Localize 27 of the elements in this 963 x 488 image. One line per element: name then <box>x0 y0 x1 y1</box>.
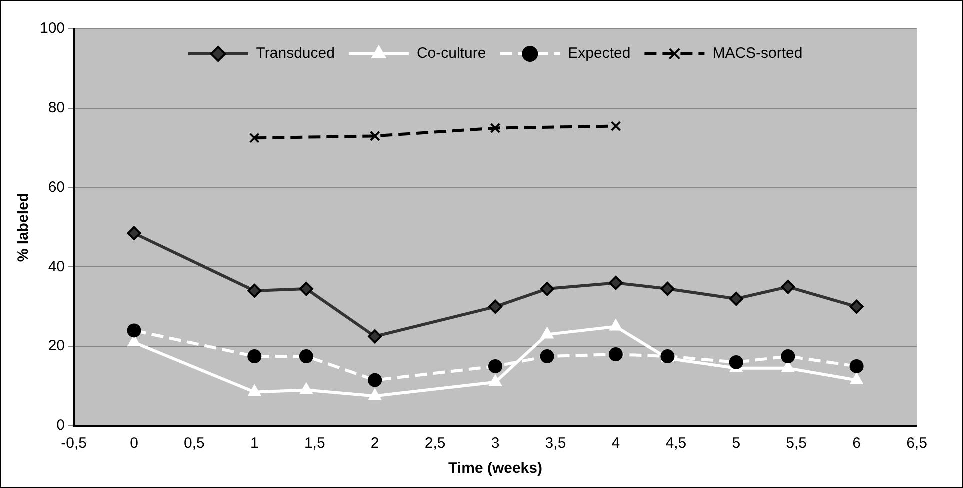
x-tick-label: 6,5 <box>906 435 928 452</box>
legend-label: Co-culture <box>416 45 486 62</box>
x-tick-label: 1 <box>250 435 259 452</box>
x-tick-label: 1,5 <box>304 435 326 452</box>
y-tick-label: 100 <box>40 20 66 38</box>
x-tick-label: 2 <box>370 435 380 452</box>
legend-label: Transduced <box>256 45 335 62</box>
y-tick-label: 40 <box>48 258 66 276</box>
x-tick-label: 0,5 <box>184 435 205 452</box>
x-tick-label: 4 <box>612 435 620 452</box>
x-tick-label: 0 <box>130 435 138 452</box>
x-tick-label: 5,5 <box>786 435 808 452</box>
x-tick-label: -0,5 <box>61 435 87 452</box>
y-tick-label: 20 <box>48 338 66 355</box>
x-tick-label: 2,5 <box>424 435 446 452</box>
x-tick-label: 3 <box>491 435 500 452</box>
x-tick-label: 5 <box>732 435 741 452</box>
y-tick-label: 80 <box>48 100 66 117</box>
x-tick-label: 3,5 <box>545 435 566 452</box>
legend-label: MACS-sorted <box>712 45 803 62</box>
y-tick-label: 0 <box>56 417 66 434</box>
legend-label: Expected <box>568 45 631 62</box>
x-tick-label: 4,5 <box>666 435 687 452</box>
y-tick-label: 60 <box>48 178 66 196</box>
y-axis-title: % labeled <box>15 192 32 262</box>
x-tick-label: 6 <box>852 435 861 452</box>
x-axis-title: Time (weeks) <box>448 460 542 478</box>
